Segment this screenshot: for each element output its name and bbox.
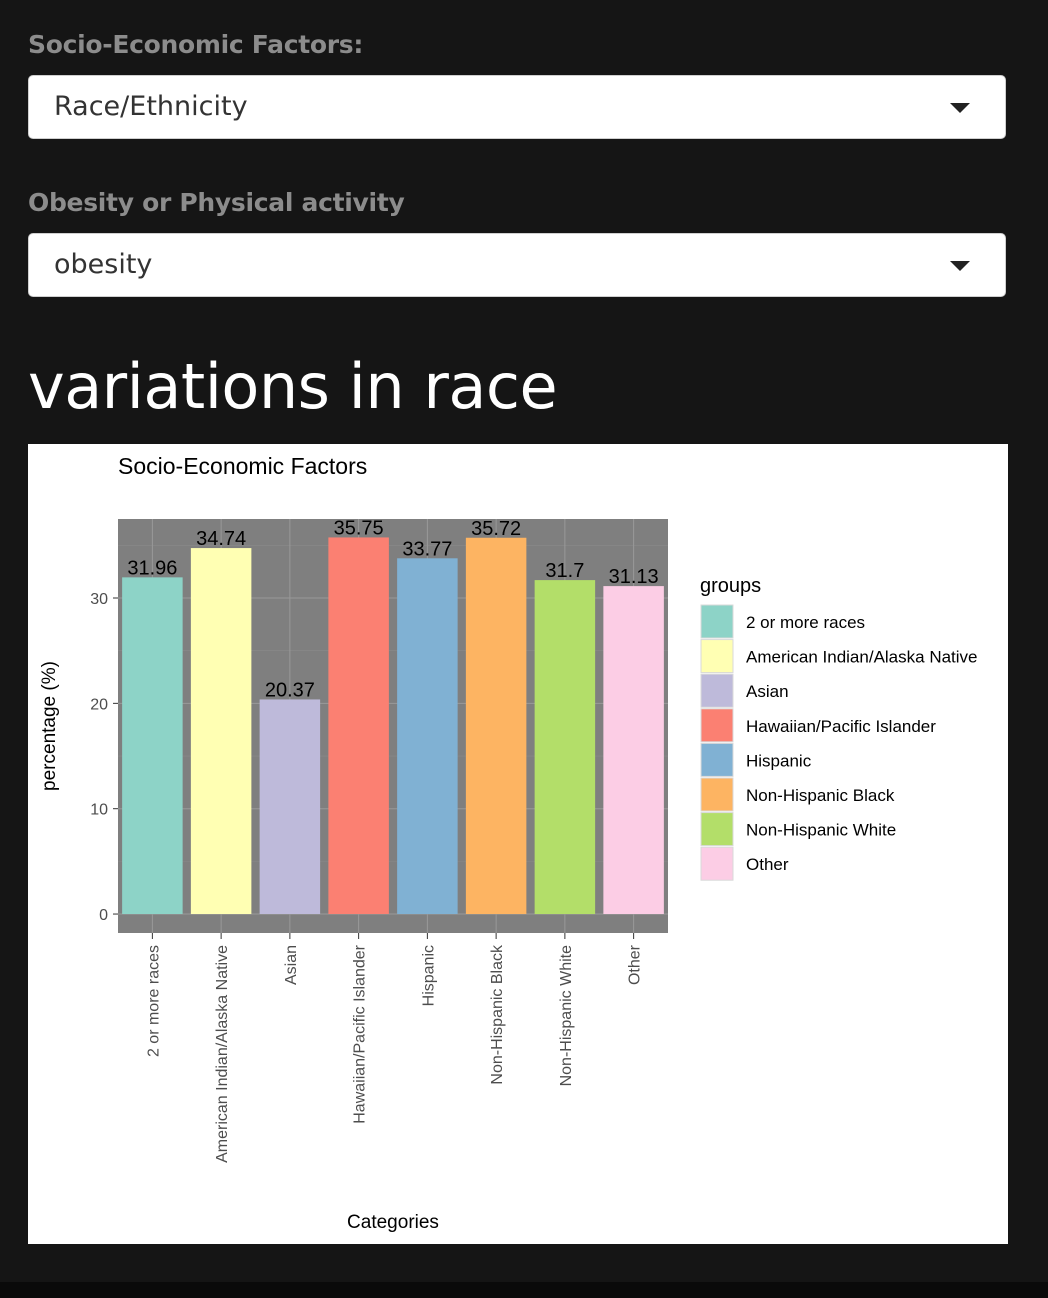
factor-select-value: Race/Ethnicity bbox=[54, 91, 248, 122]
legend-key bbox=[700, 846, 734, 881]
x-tick-label: Non-Hispanic White bbox=[558, 945, 575, 1086]
legend-key bbox=[700, 673, 734, 708]
legend-title: groups bbox=[700, 575, 761, 597]
bar-5 bbox=[397, 558, 458, 915]
chart-container: Socio-Economic Factors 31.96 34.74 20.37 35… bbox=[28, 444, 1008, 1244]
bar-value-label: 35.72 bbox=[471, 518, 521, 540]
bottom-strip bbox=[0, 1282, 1048, 1298]
x-tick-label: Hawaiian/Pacific Islander bbox=[352, 944, 369, 1123]
x-tick-label: Non-Hispanic Black bbox=[489, 944, 506, 1085]
bar-7 bbox=[534, 580, 596, 915]
y-tick-label: 0 bbox=[99, 907, 108, 924]
bar-value-label: 31.7 bbox=[545, 560, 584, 582]
x-axis-label: Categories bbox=[347, 1212, 439, 1233]
measure-select-label: Obesity or Physical activity bbox=[28, 188, 405, 217]
bar-value-label: 20.37 bbox=[265, 679, 315, 701]
legend-key bbox=[700, 777, 734, 812]
y-tick-label: 20 bbox=[90, 696, 108, 713]
legend-key bbox=[700, 742, 734, 777]
legend-key bbox=[700, 604, 734, 639]
x-tick-label: American Indian/Alaska Native bbox=[214, 945, 231, 1163]
bar-8 bbox=[603, 586, 664, 915]
legend-key bbox=[700, 708, 734, 743]
bar-1 bbox=[122, 577, 183, 915]
chart-title: Socio-Economic Factors bbox=[118, 453, 367, 479]
y-axis-label: percentage (%) bbox=[39, 661, 60, 791]
x-tick-label: Hispanic bbox=[420, 945, 437, 1006]
bar-value-label: 35.75 bbox=[334, 517, 384, 539]
y-tick-label: 10 bbox=[90, 802, 108, 819]
legend-label: Hawaiian/Pacific Islander bbox=[746, 717, 936, 736]
measure-select[interactable]: obesity bbox=[28, 233, 1006, 297]
legend-label: American Indian/Alaska Native bbox=[746, 648, 978, 667]
bar-3 bbox=[259, 699, 321, 915]
legend-label: Other bbox=[746, 855, 789, 874]
bar-value-label: 34.74 bbox=[196, 528, 246, 550]
legend-label: Non-Hispanic White bbox=[746, 821, 896, 840]
page-heading: variations in race bbox=[28, 350, 558, 423]
bar-value-label: 31.13 bbox=[609, 566, 659, 588]
factor-select-label: Socio-Economic Factors: bbox=[28, 30, 364, 59]
legend-label: Asian bbox=[746, 682, 789, 701]
legend-key bbox=[700, 639, 734, 674]
x-axis: 2 or more races American Indian/Alaska Na… bbox=[145, 933, 644, 1163]
x-tick-label: Asian bbox=[283, 945, 300, 985]
x-tick-label: 2 or more races bbox=[145, 945, 162, 1057]
legend-label: 2 or more races bbox=[746, 613, 865, 632]
legend-label: Hispanic bbox=[746, 751, 812, 770]
y-tick-label: 30 bbox=[90, 591, 108, 608]
legend: groups 2 or more races American Indian/Al… bbox=[700, 575, 978, 881]
bar-value-label: 33.77 bbox=[402, 538, 452, 560]
bar-2 bbox=[190, 548, 252, 915]
bars: 31.96 34.74 20.37 35.75 33.77 35.72 31.7 31.13 bbox=[122, 517, 664, 915]
y-axis: 0 10 20 30 bbox=[90, 591, 118, 924]
legend-label: Non-Hispanic Black bbox=[746, 786, 895, 805]
chevron-down-icon[interactable] bbox=[950, 261, 970, 271]
bar-4 bbox=[328, 537, 389, 915]
bar-6 bbox=[465, 537, 527, 915]
legend-key bbox=[700, 812, 734, 847]
bar-chart: Socio-Economic Factors 31.96 34.74 20.37 35… bbox=[39, 453, 978, 1233]
measure-select-value: obesity bbox=[54, 249, 153, 280]
chevron-down-icon[interactable] bbox=[950, 103, 970, 113]
x-tick-label: Other bbox=[627, 944, 644, 985]
bar-value-label: 31.96 bbox=[127, 557, 177, 579]
factor-select[interactable]: Race/Ethnicity bbox=[28, 75, 1006, 139]
